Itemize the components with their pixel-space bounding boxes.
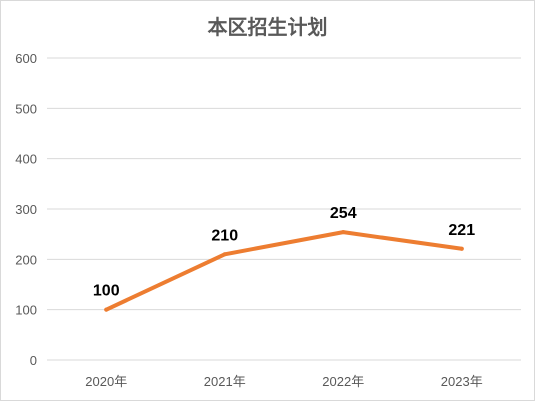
y-tick-label: 600 xyxy=(15,51,37,66)
x-tick-label: 2020年 xyxy=(85,374,127,389)
x-tick-label: 2022年 xyxy=(322,374,364,389)
chart-title: 本区招生计划 xyxy=(207,15,328,39)
y-tick-label: 200 xyxy=(15,252,37,267)
data-label: 210 xyxy=(211,227,238,244)
y-tick-label: 100 xyxy=(15,303,37,318)
data-label: 100 xyxy=(93,283,120,300)
data-label: 221 xyxy=(448,222,475,239)
x-tick-label: 2023年 xyxy=(441,374,483,389)
series-line xyxy=(104,230,464,312)
y-tick-label: 500 xyxy=(15,101,37,116)
data-point xyxy=(459,246,464,251)
x-tick-label: 2021年 xyxy=(204,374,246,389)
data-point xyxy=(341,230,346,235)
data-point xyxy=(222,252,227,257)
y-tick-label: 300 xyxy=(15,202,37,217)
data-label: 254 xyxy=(330,205,357,222)
y-tick-label: 400 xyxy=(15,152,37,167)
y-tick-label: 0 xyxy=(30,353,37,368)
data-point xyxy=(104,307,109,312)
